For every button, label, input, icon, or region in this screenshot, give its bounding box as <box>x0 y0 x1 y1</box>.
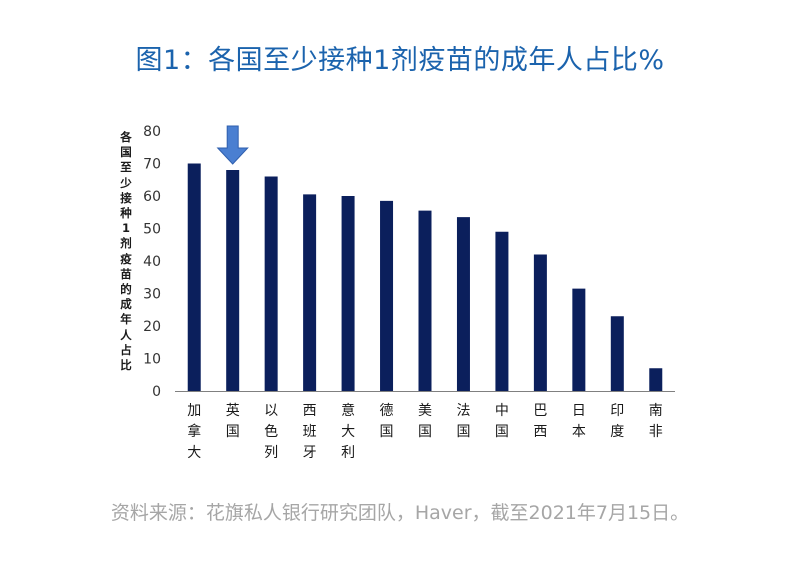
bar <box>264 176 278 391</box>
y-axis-ticks: 0 10 20 30 40 50 60 70 80 <box>143 124 161 400</box>
y-tick-label: 20 <box>143 319 161 335</box>
bar <box>456 217 470 391</box>
bar <box>341 196 355 391</box>
bar <box>380 200 394 391</box>
bar <box>572 288 586 391</box>
highlight-arrow-icon <box>216 125 249 165</box>
x-tick-label: 南非 <box>649 403 663 440</box>
x-tick-label: 英国 <box>226 402 240 440</box>
bar <box>649 368 663 391</box>
source-note: 资料来源：花旗私人银行研究团队，Haver，截至2021年7月15日。 <box>110 502 690 524</box>
x-tick-label: 中国 <box>495 403 509 440</box>
bar <box>418 210 432 391</box>
y-tick-label: 0 <box>152 384 161 400</box>
y-tick-label: 30 <box>143 287 161 303</box>
x-tick-label: 以色列 <box>264 403 278 461</box>
x-tick-label: 印度 <box>610 403 624 440</box>
y-tick-label: 50 <box>143 222 161 238</box>
y-axis-label: 各国至少接种1剂疫苗的成年人占比 <box>120 130 132 373</box>
y-tick-label: 60 <box>143 189 161 205</box>
x-tick-label: 法国 <box>456 403 470 440</box>
down-arrow-icon <box>216 125 249 165</box>
bar <box>495 231 509 391</box>
x-tick-label: 德国 <box>380 403 394 440</box>
chart-title: 图1：各国至少接种1剂疫苗的成年人占比% <box>135 45 665 76</box>
bar <box>187 163 201 391</box>
x-tick-label: 意大利 <box>341 402 355 461</box>
y-tick-label: 70 <box>143 157 161 173</box>
x-tick-label: 日本 <box>572 403 586 440</box>
y-tick-label: 10 <box>143 352 161 368</box>
bar <box>610 316 624 391</box>
x-tick-label: 西班牙 <box>303 403 317 461</box>
y-tick-label: 80 <box>143 124 161 140</box>
bar <box>226 170 240 391</box>
bar <box>303 194 317 391</box>
x-tick-label: 巴西 <box>533 403 547 440</box>
x-tick-label: 加拿大 <box>187 403 201 461</box>
y-tick-label: 40 <box>143 254 161 270</box>
x-tick-label: 美国 <box>418 403 432 440</box>
bar <box>533 254 547 391</box>
bars <box>187 163 663 391</box>
